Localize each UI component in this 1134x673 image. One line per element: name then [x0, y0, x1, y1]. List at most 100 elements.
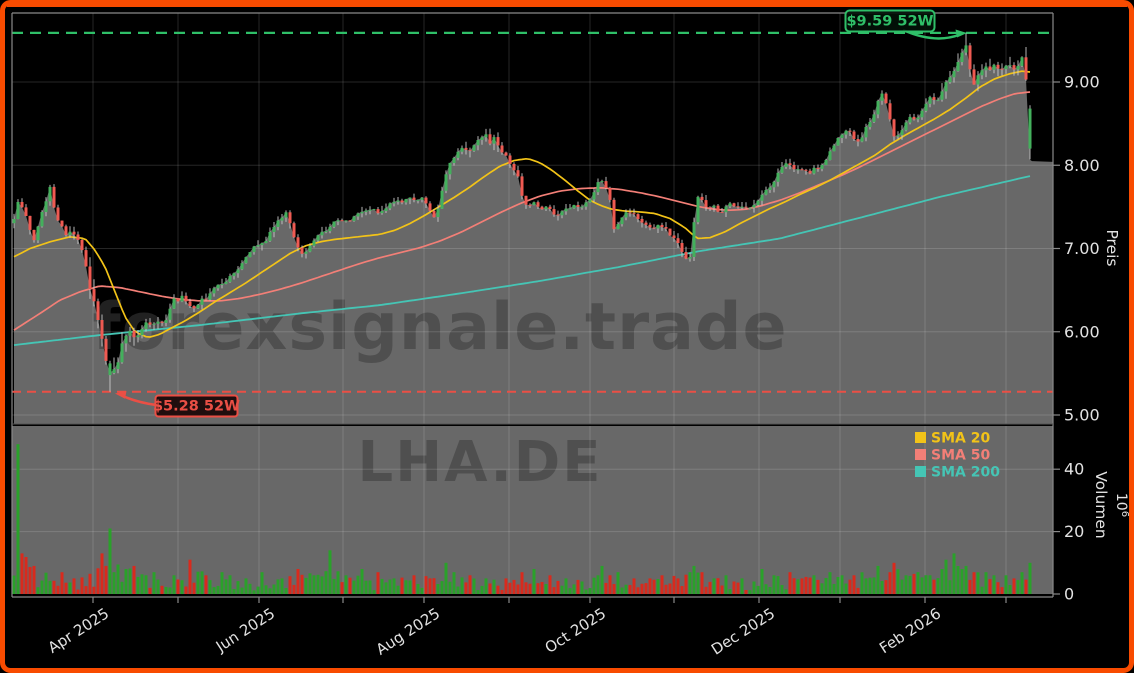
candle-body: [944, 82, 948, 92]
volume-bar: [448, 581, 452, 594]
volume-bar: [748, 590, 752, 594]
volume-bar: [516, 584, 520, 594]
candle-body: [388, 203, 392, 209]
volume-bar: [580, 581, 584, 594]
x-tick-label: Apr 2025: [45, 604, 113, 657]
annotation-52w-high: $9.59 52W: [844, 9, 967, 40]
volume-bar: [116, 564, 120, 594]
volume-bar: [480, 585, 484, 594]
volume-bar: [196, 571, 200, 594]
candle-body: [488, 134, 492, 144]
candle-body: [384, 208, 388, 211]
candles-layer: [12, 32, 1032, 392]
volume-bar: [424, 576, 428, 594]
price-tick-label: 6.00: [1064, 322, 1100, 341]
volume-bar: [584, 589, 588, 594]
candle-body: [696, 196, 700, 223]
volume-bar: [768, 587, 772, 594]
candle-body: [352, 216, 356, 221]
volume-bar: [588, 588, 592, 594]
candle-body: [332, 221, 336, 227]
candle-body: [184, 295, 188, 302]
volume-bar: [340, 582, 344, 594]
volume-bar: [720, 585, 724, 594]
candle-body: [692, 222, 696, 257]
candle-body: [664, 227, 668, 229]
volume-bar: [52, 580, 56, 594]
candle-body: [744, 206, 748, 208]
candle-body: [560, 211, 564, 216]
candle-body: [1020, 57, 1024, 66]
plot-area[interactable]: [12, 13, 1053, 597]
candle-body: [948, 77, 952, 83]
candle-body: [504, 152, 508, 156]
volume-bar: [244, 578, 248, 594]
candle-body: [872, 114, 876, 122]
candle-body: [148, 322, 152, 325]
candle-body: [396, 200, 400, 202]
x-tick-label: Feb 2026: [876, 604, 944, 657]
annotation-low-arrow: [123, 395, 157, 407]
candle-body: [672, 235, 676, 239]
candle-body: [372, 209, 376, 211]
candle-body: [608, 188, 612, 200]
candle-body: [380, 211, 384, 214]
volume-bar: [76, 589, 80, 594]
candle-body: [544, 206, 548, 210]
volume-bar: [860, 572, 864, 594]
candle-body: [292, 223, 296, 238]
candle-body: [936, 99, 940, 101]
volume-bar: [324, 571, 328, 594]
candle-body: [124, 335, 128, 344]
volume-bar: [428, 578, 432, 594]
volume-bar: [900, 579, 904, 594]
volume-bar: [204, 575, 208, 594]
candle-body: [340, 220, 344, 222]
candle-body: [976, 75, 980, 85]
volume-bar: [944, 559, 948, 594]
52w-level-lines: [12, 31, 1053, 393]
volume-bar: [208, 580, 212, 594]
candle-body: [440, 190, 444, 209]
price-tick-label: 7.00: [1064, 239, 1100, 258]
candle-body: [632, 213, 636, 215]
price-tick-label: 8.00: [1064, 156, 1100, 175]
candle-body: [20, 202, 24, 208]
volume-bar: [300, 574, 304, 594]
volume-bar: [912, 573, 916, 594]
candle-body: [344, 220, 348, 222]
candle-body: [904, 122, 908, 131]
volume-bar: [684, 574, 688, 594]
candle-body: [992, 64, 996, 70]
volume-bar: [260, 572, 264, 594]
volume-bar: [732, 581, 736, 594]
candle-body: [12, 219, 16, 224]
volume-bar: [444, 562, 448, 594]
candle-body: [364, 210, 368, 212]
volume-bar: [504, 578, 508, 594]
candle-body: [240, 263, 244, 270]
candle-body: [288, 212, 292, 224]
candle-body: [316, 235, 320, 241]
candle-body: [308, 245, 312, 252]
candle-body: [548, 206, 552, 209]
candle-body: [752, 204, 756, 208]
candle-body: [140, 328, 144, 336]
candle-body: [216, 284, 220, 289]
x-tick-label: Jun 2025: [212, 604, 278, 656]
candle-body: [900, 130, 904, 136]
volume-bar: [72, 578, 76, 594]
candle-body: [780, 166, 784, 173]
candle-body: [612, 199, 616, 230]
volume-bar: [100, 553, 104, 594]
volume-bar: [1024, 579, 1028, 594]
candle-body: [956, 62, 960, 72]
volume-bar: [784, 589, 788, 594]
candle-body: [600, 181, 604, 183]
candle-body: [172, 298, 176, 309]
candle-body: [988, 66, 992, 70]
candle-body: [132, 330, 136, 338]
volume-bar: [568, 588, 572, 594]
volume-bar: [188, 559, 192, 594]
volume-bar: [892, 562, 896, 594]
